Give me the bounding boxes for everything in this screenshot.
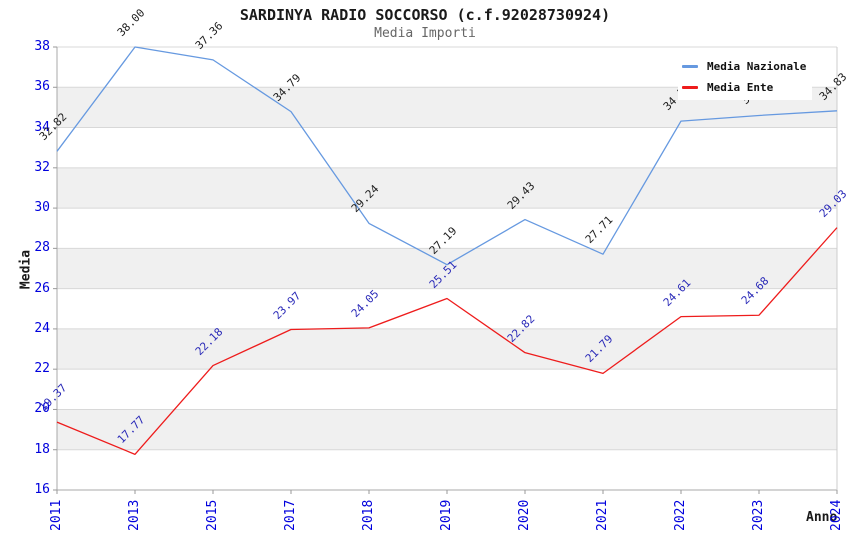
plot-band: [57, 369, 837, 410]
chart-subtitle: Media Importi: [374, 26, 476, 41]
x-tick-label: 2011: [49, 499, 64, 531]
x-tick-label: 2019: [439, 499, 454, 531]
y-tick-label: 34: [34, 119, 50, 135]
x-axis-title: Anno: [806, 510, 838, 525]
y-tick-label: 26: [34, 280, 50, 296]
y-tick-label: 20: [34, 401, 50, 417]
x-tick-label: 2018: [361, 499, 376, 531]
x-tick-label: 2013: [127, 499, 142, 531]
legend-swatch-red-line-icon: [682, 85, 698, 89]
legend-item-media-nazionale: Media Nazionale: [682, 56, 812, 76]
plot-band: [57, 449, 837, 490]
x-tick-label: 2022: [673, 499, 688, 531]
legend-swatch-blue-line-icon: [682, 64, 698, 68]
y-tick-label: 28: [34, 240, 50, 256]
chart-title: SARDINYA RADIO SOCCORSO (c.f.92028730924…: [239, 6, 611, 24]
y-tick-label: 32: [34, 159, 50, 175]
x-tick-label: 2017: [283, 499, 298, 531]
y-tick-label: 22: [34, 361, 50, 377]
x-tick-label: 2015: [205, 499, 220, 531]
x-tick-label: 2024: [829, 499, 844, 531]
x-tick-label: 2021: [595, 499, 610, 531]
series-line-media-nazionale: [56, 46, 838, 266]
legend-item-media-ente: Media Ente: [682, 77, 812, 97]
plot-band: [57, 208, 837, 249]
legend: Media Nazionale Media Ente: [678, 55, 812, 100]
y-tick-label: 38: [34, 39, 50, 54]
x-tick-label: 2023: [751, 499, 766, 531]
y-tick-label: 36: [34, 79, 50, 95]
plot-band: [57, 328, 837, 370]
y-tick-label: 24: [34, 320, 50, 336]
plot-band: [57, 288, 837, 329]
plot-band: [57, 248, 837, 289]
y-tick-label: 18: [34, 441, 50, 457]
plot-band: [57, 167, 837, 209]
plot-band: [57, 127, 837, 168]
series-line-media-ente: [56, 227, 838, 456]
legend-label: Media Nazionale: [707, 59, 807, 73]
x-tick-label: 2020: [517, 499, 532, 531]
plot-band: [57, 409, 837, 450]
y-tick-label: 16: [34, 482, 50, 497]
y-tick-label: 30: [34, 200, 50, 216]
legend-label: Media Ente: [707, 80, 774, 94]
